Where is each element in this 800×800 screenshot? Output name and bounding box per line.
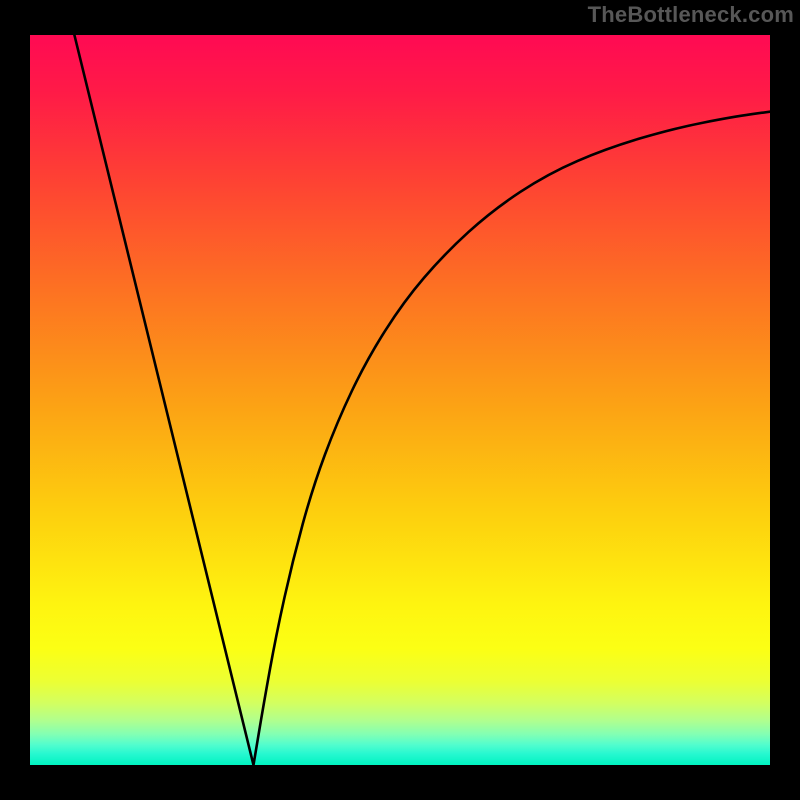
frame-border-left [0, 0, 30, 800]
frame-border-bottom [0, 765, 800, 800]
chart-frame: TheBottleneck.com [0, 0, 800, 800]
watermark-text: TheBottleneck.com [588, 2, 794, 28]
plot-area [30, 35, 770, 765]
frame-border-right [770, 0, 800, 800]
bottleneck-curve [74, 35, 770, 765]
curve-svg [30, 35, 770, 765]
